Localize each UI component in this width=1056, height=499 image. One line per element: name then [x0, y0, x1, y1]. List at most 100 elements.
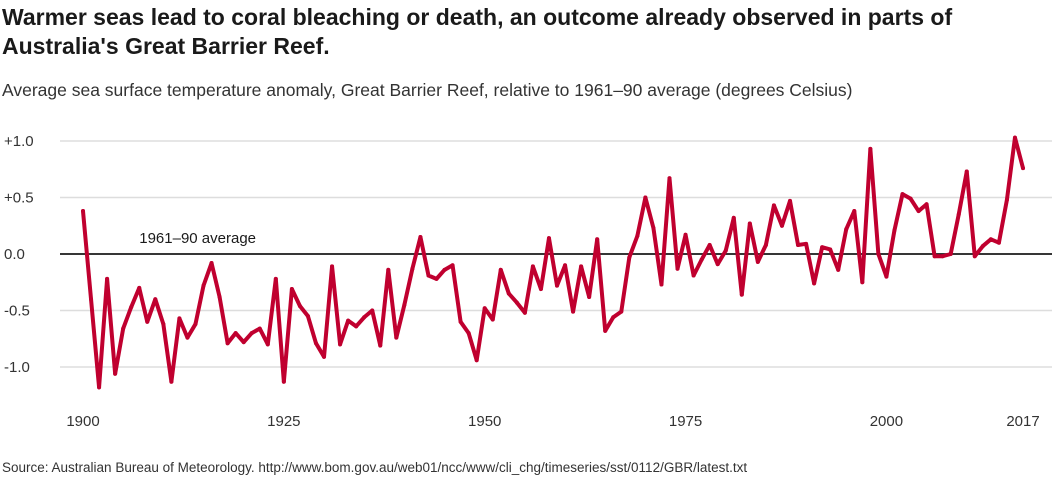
data-point: [145, 319, 150, 324]
data-point: [330, 264, 335, 269]
x-tick-label: 2000: [870, 413, 903, 430]
data-point: [908, 196, 913, 201]
data-point: [297, 303, 302, 308]
data-point: [185, 335, 190, 340]
x-tick-label: 1900: [66, 413, 99, 430]
data-point: [956, 212, 961, 217]
data-point: [763, 242, 768, 247]
data-point: [305, 314, 310, 319]
data-point: [948, 252, 953, 256]
data-point: [876, 252, 881, 256]
data-point: [386, 267, 391, 272]
data-point: [129, 305, 134, 310]
y-tick-label: +1.0: [4, 133, 34, 150]
data-point: [747, 221, 752, 226]
data-point: [683, 232, 688, 237]
data-point: [996, 240, 1001, 245]
data-point: [739, 292, 744, 297]
y-tick-label: -0.5: [4, 303, 30, 320]
data-point: [514, 300, 519, 305]
data-point: [844, 227, 849, 232]
data-point: [755, 259, 760, 264]
data-point: [153, 297, 158, 302]
data-point: [113, 371, 118, 376]
data-point: [81, 209, 85, 214]
y-tick-label: +0.5: [4, 190, 34, 207]
data-point: [924, 202, 929, 207]
data-point: [868, 146, 873, 151]
data-point: [458, 319, 463, 324]
source-note: Source: Australian Bureau of Meteorology…: [2, 460, 748, 475]
data-point: [852, 209, 857, 214]
data-point: [378, 343, 383, 348]
data-point: [563, 263, 568, 268]
gridlines: [60, 140, 1052, 368]
data-point: [771, 203, 776, 208]
data-point: [249, 331, 254, 336]
data-point: [587, 294, 592, 299]
data-point: [257, 326, 262, 331]
data-point: [466, 331, 471, 336]
y-tick-label: -1.0: [4, 359, 30, 376]
data-point: [89, 297, 94, 302]
data-point: [1021, 166, 1025, 171]
data-point: [169, 379, 174, 384]
data-point: [651, 226, 656, 231]
data-point: [611, 315, 616, 320]
data-point: [346, 318, 351, 323]
data-point: [482, 306, 487, 311]
reference-line-label: 1961–90 average: [139, 230, 256, 247]
data-point: [707, 242, 712, 247]
data-point: [490, 317, 495, 322]
data-point: [1004, 197, 1009, 202]
data-point: [932, 254, 937, 259]
data-point: [201, 283, 206, 288]
data-point: [892, 228, 897, 233]
data-point: [828, 247, 833, 252]
x-tick-label: 1925: [267, 413, 300, 430]
data-point: [241, 340, 246, 345]
data-point: [603, 328, 608, 333]
data-point: [410, 266, 415, 271]
data-point: [506, 291, 511, 296]
data-point: [322, 354, 327, 359]
data-point: [635, 233, 640, 238]
data-point: [884, 274, 889, 279]
data-point: [731, 215, 736, 220]
data-point: [418, 235, 423, 240]
data-point: [788, 198, 793, 203]
data-points: [81, 135, 1025, 390]
data-point: [619, 309, 624, 314]
data-point: [546, 236, 551, 241]
data-point: [442, 267, 447, 272]
y-tick-label: 0.0: [4, 246, 25, 263]
data-point: [595, 237, 600, 242]
data-point: [522, 310, 527, 315]
data-point: [980, 244, 985, 249]
data-point: [779, 223, 784, 228]
data-point: [988, 237, 993, 242]
data-point: [972, 254, 977, 259]
data-point: [177, 316, 182, 321]
data-point: [836, 267, 841, 272]
data-point: [209, 261, 214, 266]
data-point: [105, 276, 110, 281]
data-point: [402, 302, 407, 307]
data-point: [916, 209, 921, 214]
data-point: [313, 341, 318, 346]
data-point: [161, 322, 166, 327]
data-point: [370, 308, 375, 313]
data-point: [820, 245, 825, 250]
data-point: [217, 294, 222, 299]
data-point: [723, 248, 728, 253]
data-point: [97, 385, 102, 390]
data-point: [940, 254, 945, 259]
y-axis-ticks: +1.0 +0.5 0.0 -0.5 -1.0: [4, 133, 34, 376]
x-axis-ticks: 1900 1925 1950 1975 2000 2017: [66, 413, 1039, 430]
data-point: [394, 335, 399, 340]
data-point: [1012, 135, 1017, 140]
data-point: [675, 266, 680, 271]
data-point: [281, 379, 286, 384]
data-point: [474, 358, 479, 363]
data-point: [289, 287, 294, 292]
